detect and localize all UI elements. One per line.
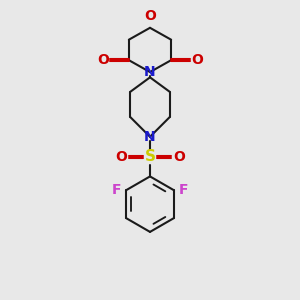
- Text: O: O: [144, 8, 156, 22]
- Text: O: O: [115, 150, 127, 164]
- Text: N: N: [144, 65, 156, 79]
- Text: O: O: [191, 53, 203, 67]
- Text: N: N: [144, 130, 156, 144]
- Text: S: S: [145, 149, 155, 164]
- Text: F: F: [112, 183, 122, 197]
- Text: F: F: [178, 183, 188, 197]
- Text: O: O: [173, 150, 185, 164]
- Text: O: O: [97, 53, 109, 67]
